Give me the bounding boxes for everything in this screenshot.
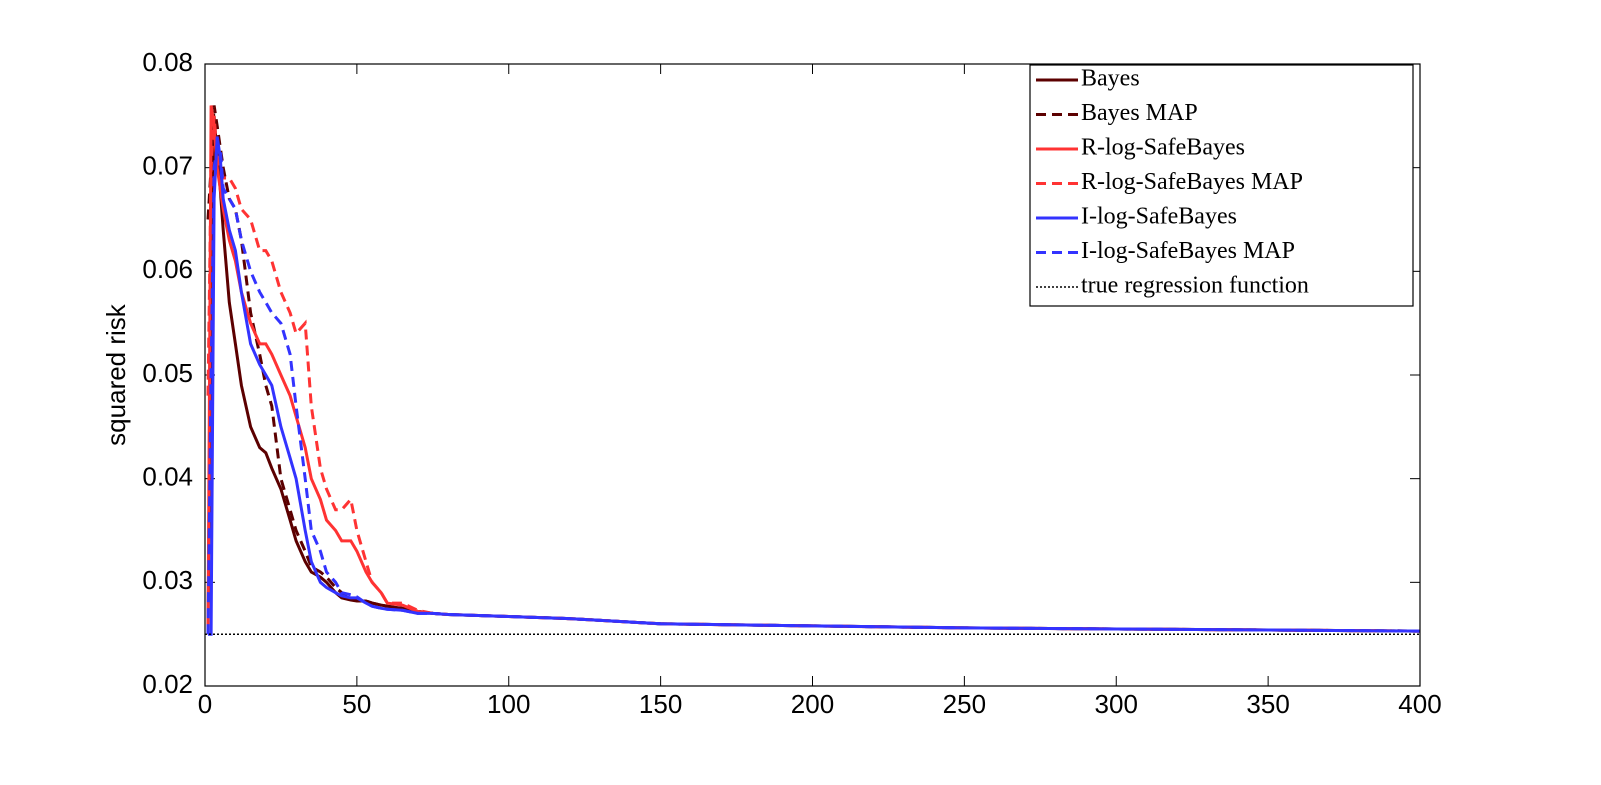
plot-frame — [204, 63, 1421, 687]
y-axis-label: squared risk — [101, 303, 131, 446]
legend-label: Bayes — [1081, 66, 1140, 92]
legend-label: Bayes MAP — [1081, 100, 1198, 126]
y-tick-label: 0.07 — [142, 151, 193, 181]
y-tick-label: 0.08 — [142, 47, 193, 77]
legend-label: R-log-SafeBayes — [1081, 135, 1245, 161]
series-line — [206, 115, 1420, 633]
x-tick-label: 350 — [1246, 689, 1289, 719]
legend-box — [1029, 64, 1414, 307]
x-tick-label: 150 — [639, 689, 682, 719]
series-line — [206, 145, 1420, 635]
y-tick-label: 0.03 — [142, 565, 193, 595]
legend-label: I-log-SafeBayes MAP — [1081, 238, 1295, 264]
x-tick-label: 50 — [342, 689, 371, 719]
x-tick-label: 100 — [487, 689, 530, 719]
y-tick-label: 0.04 — [142, 462, 193, 492]
legend-label: R-log-SafeBayes MAP — [1081, 169, 1303, 195]
legend-label: true regression function — [1081, 273, 1309, 299]
x-tick-label: 0 — [198, 689, 212, 719]
x-tick-label: 250 — [943, 689, 986, 719]
legend-label: I-log-SafeBayes — [1081, 204, 1237, 230]
y-tick-label: 0.06 — [142, 254, 193, 284]
x-tick-label: 400 — [1398, 689, 1441, 719]
y-tick-label: 0.05 — [142, 358, 193, 388]
x-tick-label: 200 — [791, 689, 834, 719]
x-tick-label: 300 — [1095, 689, 1138, 719]
y-tick-label: 0.02 — [142, 669, 193, 699]
